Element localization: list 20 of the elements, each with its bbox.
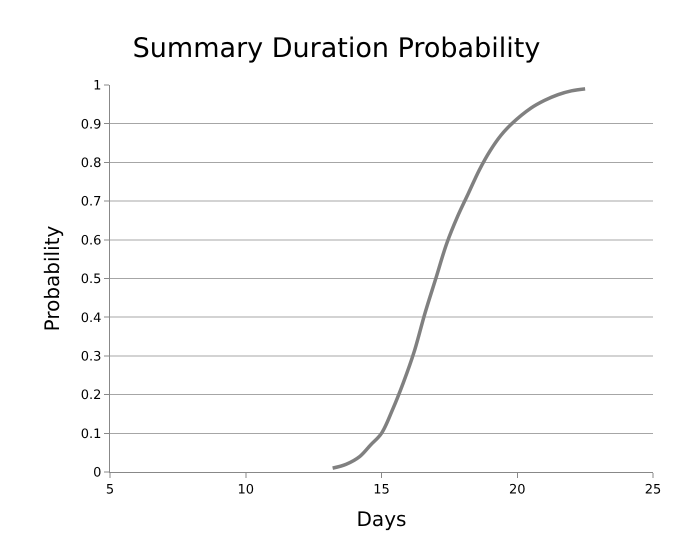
y-tick-label: 0.5 <box>80 272 102 288</box>
y-axis-title: Probability <box>40 225 64 332</box>
x-tick-label: 10 <box>237 482 254 498</box>
y-tick-label: 1 <box>93 78 102 94</box>
y-tick-label: 0.2 <box>80 388 102 404</box>
y-tick-label: 0.1 <box>80 426 102 442</box>
y-tick-label: 0.8 <box>80 156 102 171</box>
x-tick-label: 15 <box>373 482 390 498</box>
y-tick-label: 0 <box>93 466 102 481</box>
x-tick-label: 20 <box>508 482 526 498</box>
y-tick-label: 0.7 <box>80 194 102 210</box>
line-series <box>330 87 587 470</box>
y-tick-label: 0.3 <box>80 349 102 364</box>
y-tick-label: 0.9 <box>80 117 102 132</box>
x-axis-title: Days <box>356 507 406 532</box>
y-tick-label: 0.6 <box>80 233 102 248</box>
x-tick-label: 5 <box>106 482 114 498</box>
x-tick-label: 25 <box>644 482 662 498</box>
y-tick-label: 0.4 <box>80 310 102 326</box>
chart-title: Summary Duration Probability <box>132 32 540 64</box>
